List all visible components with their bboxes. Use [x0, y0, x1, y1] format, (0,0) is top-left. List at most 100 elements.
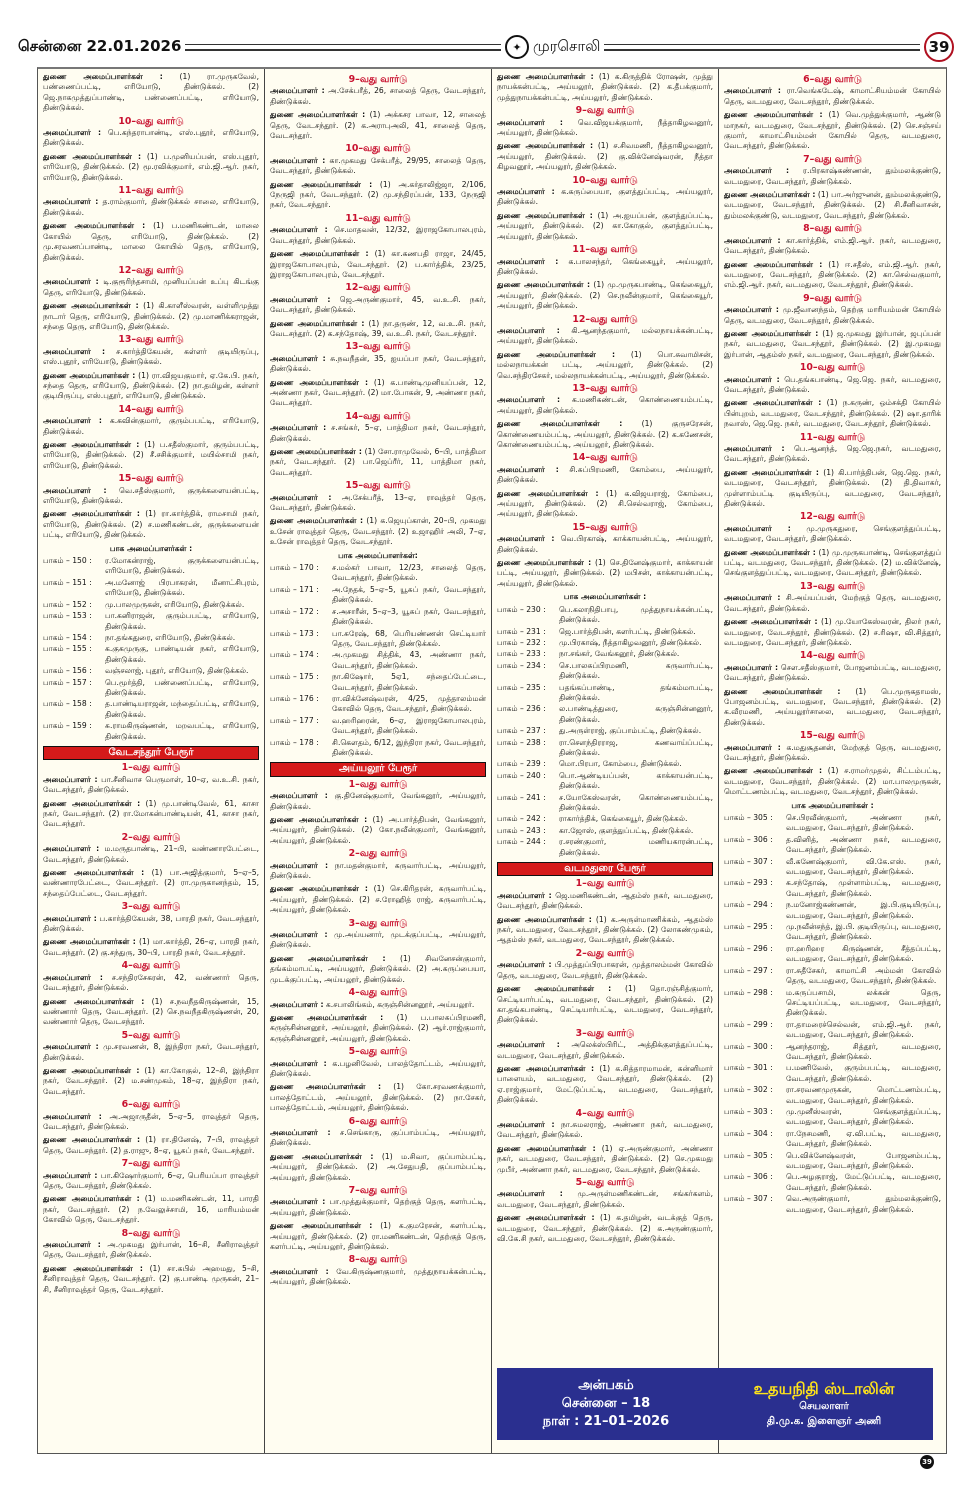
names: வெ.விஜயக்குமார், நீத்தாகிழவனூர், அய்யலூர… [497, 117, 713, 138]
role-label: துணை அமைப்பாளர்கள் : [43, 937, 136, 947]
role-label: அமைப்பாளர் : [43, 1240, 101, 1250]
role-label: துணை அமைப்பாளர்கள் : [497, 419, 623, 429]
organiser-entry: அமைப்பாளர் : கி.ஆனந்தகுமார், மல்லநாயக்கன… [497, 326, 713, 347]
role-label: துணை அமைப்பாளர்கள் : [43, 221, 146, 231]
role-label: அமைப்பாளர் : [497, 534, 555, 544]
deputy-organisers-entry: துணை அமைப்பாளர்கள் : (1) பெ.முருகதாமஸ், … [724, 687, 941, 729]
role-label: துணை அமைப்பாளர்கள் : [270, 1012, 384, 1022]
booth-number: பாகம் – 296 : [724, 943, 773, 953]
booth-row: பாகம் – 237 : து.அருள்ராஜ், குப்பாம்பட்டி… [497, 726, 713, 736]
organiser-entry: அமைப்பாளர் : க.மதுசூதனன், மேற்குத் தெரு,… [724, 743, 941, 764]
issuer-role: செயலாளர் [799, 1401, 849, 1412]
ward-heading: 14–வது வார்டு [345, 410, 411, 422]
booth-organiser: வீ.கணேஷ்குமார், வி.கே.எஸ். நகர், வடமதுரை… [786, 856, 941, 877]
ward-heading: 7–வது வார்டு [803, 153, 862, 165]
organiser-entry: அமைப்பாளர் : அலெக்ஸ்பிரிட், அத்திக்குளத்… [497, 1040, 713, 1061]
names: (1) க.தமிழன், வடக்குத் தெரு, வடமதுரை, வே… [497, 1213, 714, 1244]
names: க.மணிகண்டன், கொண்ணையம்பட்டி, அய்யலூர், த… [497, 395, 713, 415]
ward-heading: 5–வது வார்டு [575, 1177, 635, 1188]
role-label: அமைப்பாளர் : [270, 1058, 327, 1068]
ward-heading: 5–வது வார்டு [348, 1046, 408, 1058]
booth-organiser: ரா.சரவணமுருகன், மொட்டணம்பட்டி, வடமதுரை, … [786, 1085, 941, 1105]
booth-row: பாகம் – 157 : பெ.மூர்த்தி, பண்ணைப்பட்டி, … [43, 678, 259, 699]
booth-row: பாகம் – 172 : ச.அசாரீன், 5–ஏ–3, யூசுப் நக… [270, 607, 486, 628]
booth-organiser: பெ.அழகுராஜ், மேட்டுப்பட்டி, வடமதுரை, வேட… [786, 1172, 941, 1192]
booth-organiser: பா.கனிராஜன், குரும்பபட்டி, எரியோடு, திண்… [105, 611, 259, 631]
deputy-organisers-entry: துணை அமைப்பாளர்கள் : (1) க.ஜெயுப்கான், 2… [270, 516, 486, 547]
booth-number: பாகம் – 157 : [43, 677, 92, 687]
ward-heading: 8–வது வார்டு [121, 1227, 181, 1239]
organiser-entry: அமைப்பாளர் : ச.சங்கர், 5–ஏ, பாத்திமா நகர… [270, 423, 486, 444]
deputy-organisers-entry: துணை அமைப்பாளர்கள் : (1) நா.தருண், 12, வ… [270, 319, 486, 340]
role-label: துணை அமைப்பாளர்கள் : [497, 488, 599, 498]
organiser-entry: அமைப்பாளர் : சி.அய்யப்பன், மேற்குத் தெரு… [724, 593, 941, 614]
booth-row: பாகம் – 231 : ஜெ.பார்த்திபன், களர்பட்டி, … [497, 627, 713, 637]
role-label: துணை அமைப்பாளர்கள் : [724, 467, 819, 477]
paper-logo: ✦ முரசொலி [504, 35, 600, 59]
booth-row: பாகம் – 155 : க.குகமுருகு, பாண்டியன் நகர்… [43, 644, 259, 665]
deputy-organisers-entry: துணை அமைப்பாளர்கள் : (1) ப.மணிகண்டன், மா… [43, 221, 259, 263]
ward-heading: 11–வது வார்டு [118, 185, 184, 197]
booth-row: பாகம் – 297 : ரா.சுதீசேகர், காமாட்சி அம்ம… [724, 966, 941, 987]
role-label: துணை அமைப்பாளர்கள் : [43, 798, 141, 808]
booth-organiser: ச.யோகேஸ்வரன், கொண்ணையம்பட்டி, திண்டுக்கல… [559, 792, 713, 812]
ward-heading: 12–வது வார்டு [118, 264, 184, 276]
organiser-entry: அமைப்பாளர் : மு.முருகதுரை, செங்குளத்துப்… [724, 524, 941, 545]
names: நா.சுமலராஜ், அண்ணா நகர், வடமதுரை, வேடசந்… [497, 1119, 713, 1140]
booth-number: பாகம் – 172 : [270, 606, 319, 616]
role-label: அமைப்பாளர் : [270, 225, 328, 235]
deputy-organisers-entry: துணை அமைப்பாளர்கள் : (1) ஜ.முகமது இர்பான… [724, 329, 941, 360]
ward-heading: 6–வது வார்டு [803, 74, 862, 85]
booth-row: பாகம் – 306 : பெ.அழகுராஜ், மேட்டுப்பட்டி,… [724, 1172, 941, 1193]
role-label: அமைப்பாளர் : [724, 86, 781, 96]
booth-subheading: பாக அமைப்பாளர்கள் : [791, 800, 874, 810]
booth-row: பாகம் – 306 : த.வினித், அண்ணா நகர், வடமது… [724, 835, 941, 856]
booth-number: பாகம் – 293 : [724, 878, 773, 888]
names: பா.கிஷோர்குமார், 6–ஏ, பெரியப்பா ராவுத்தர… [43, 1170, 259, 1190]
booth-number: பாகம் – 306 : [724, 1172, 773, 1182]
role-label: அமைப்பாளர் : [43, 1111, 102, 1121]
booth-organiser: க.குகமுருகு, பாண்டியன் நகர், எரியோடு, தி… [105, 644, 259, 664]
ward-heading: 4–வது வார்டு [348, 987, 408, 999]
organiser-entry: அமைப்பாளர் : மு.அய்யனார், முடக்குப்பட்டி… [270, 930, 486, 951]
booth-organiser: மு.நவீன்சந்த், இ.பி. குடியிருப்பு, வடமது… [786, 922, 941, 942]
booth-organiser: நா.சங்கர், வேங்கனூர், திண்டுக்கல். [559, 649, 680, 659]
booth-organiser: ரா.செளந்திரராஜ, கணவாய்ப்பட்டி, திண்டுக்க… [559, 737, 713, 757]
booth-organiser: த.பாண்டியராஜன், மந்தைப்பட்டி, எரியோடு, த… [105, 699, 259, 719]
booth-number: பாகம் – 235 : [497, 682, 546, 692]
organiser-entry: அமைப்பாளர் : பா.முத்துக்குமார், தெற்குத்… [270, 1197, 486, 1218]
deputy-organisers-entry: துணை அமைப்பாளர்கள் : (1) மு.முருகபாண்டி,… [497, 280, 713, 311]
booth-organiser: பா.சுரேஷ், 68, பெரியண்ணன் செட்டியார் தெர… [332, 628, 486, 648]
organiser-entry: அமைப்பாளர் : பா.சீனிவாச பெருமாள், 10–ஏ, … [43, 775, 259, 796]
names: கா.முகமது சேக்பரீத், 29/95, சாலைத் தெரு,… [270, 155, 486, 176]
column-1: துணை அமைப்பாளர்கள் : (1) ரா.முருகவேல், ப… [38, 69, 265, 1453]
names: ஜெ.அருண்குமார், 45, வ.உ.சி. நகர், வேடசந்… [270, 294, 486, 315]
names: (1) கா.கணபதி ராஜா, 24/45, இராஜகோபாலபுரம்… [270, 249, 486, 279]
booth-row: பாகம் – 307 : வெ.அருண்குமார், தும்மலக்குண… [724, 1194, 941, 1215]
role-label: துணை அமைப்பாளர்கள் : [270, 110, 366, 120]
organiser-entry: அமைப்பாளர் : நா.சுமலராஜ், அண்ணா நகர், வட… [497, 1120, 713, 1141]
role-label: துணை அமைப்பாளர்கள் : [270, 815, 368, 824]
deputy-organisers-entry: துணை அமைப்பாளர்கள் : (1) அ.கர்தாலிஜ்ஜா, … [270, 180, 486, 211]
deputy-organisers-entry: துணை அமைப்பாளர்கள் : (1) ச.நவநீதகிருஷ்ணன… [43, 997, 259, 1028]
names: மு.அருள்மணிகண்டன், சங்கர்களம், வடமதுரை, … [497, 1189, 713, 1209]
booth-organiser: த.வினித், அண்ணா நகர், வடமதுரை, வேடசந்தூர… [786, 834, 941, 855]
names: (1) க.விஜயராஜ், கோம்பை, அய்யலூர், திண்டு… [497, 488, 714, 519]
role-label: துணை அமைப்பாளர்கள் : [43, 370, 136, 380]
deputy-organisers-entry: துணை அமைப்பாளர்கள் : (1) மு.பாண்டிவேல், … [43, 799, 259, 830]
names: ப.கார்த்திகேயன், 38, பாரதி நகர், வேடசந்த… [43, 913, 259, 934]
role-label: துணை அமைப்பாளர்கள் : [270, 1151, 374, 1161]
deputy-organisers-entry: துணை அமைப்பாளர்கள் : (1) ப.முனியப்பன், எ… [43, 152, 259, 183]
names: வே.கிருஷ்ணகுமார், முத்துநாயக்கன்பட்டி, அ… [270, 1266, 486, 1287]
booth-row: பாகம் – 177 : வ.ஹரிஹரன், 6–ஏ, இராஜகோபாலபு… [270, 716, 486, 737]
role-label: அமைப்பாளர் : [497, 960, 552, 970]
role-label: அமைப்பாளர் : [724, 523, 791, 533]
booth-organiser: அ.மனோஜ் பிரபாகரன், மீனாட்சிபுரம், எரியோட… [105, 577, 259, 598]
booth-organiser: ராகார்த்திக், கெங்கையூர், திண்டுக்கல். [559, 814, 688, 824]
organiser-entry: அமைப்பாளர் : பி.முத்துப்பிரபாகரன், முத்த… [497, 960, 713, 981]
role-label: அமைப்பாளர் : [497, 256, 559, 266]
ward-heading: 15–வது வார்டு [118, 473, 184, 485]
deputy-organisers-entry: துணை அமைப்பாளர்கள் : (1) மு.முருகபாண்டி,… [724, 548, 941, 579]
names: (1) ச.சிவமணி, நீத்தாகிழவனூர், அய்யலூர், … [497, 141, 713, 172]
role-label: துணை அமைப்பாளர்கள் : [497, 72, 594, 81]
